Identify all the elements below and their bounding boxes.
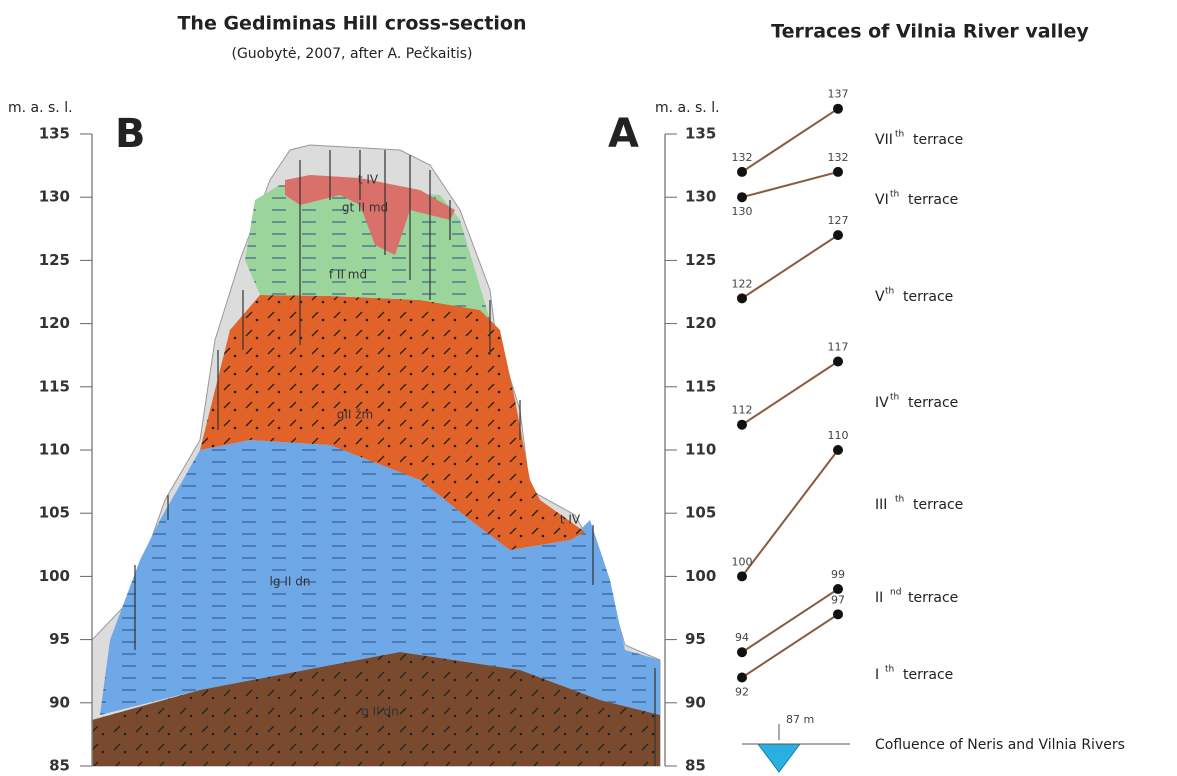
panel-letter: A xyxy=(608,111,639,157)
terrace-label: terrace xyxy=(908,590,958,606)
value-label: 132 xyxy=(828,151,849,164)
river-channel xyxy=(758,744,800,772)
layer-label: lg II dn xyxy=(270,575,311,589)
y-tick-label: 95 xyxy=(685,630,706,648)
terrace-label: terrace xyxy=(903,289,953,305)
terrace-numeral: II xyxy=(875,590,883,606)
layer-label: g II dn xyxy=(361,705,399,719)
figure: The Gediminas Hill cross-section (Guobyt… xyxy=(0,0,1177,776)
terrace-numeral: VI xyxy=(875,192,889,208)
terrace-suffix: th xyxy=(890,190,899,200)
terrace-numeral: V xyxy=(875,289,885,305)
terrace-end xyxy=(833,357,843,367)
layer-label: t IV xyxy=(358,173,379,187)
value-label: 117 xyxy=(828,341,849,354)
terrace-line xyxy=(742,362,838,425)
value-label: 110 xyxy=(828,429,849,442)
terrace-end xyxy=(833,445,843,455)
terrace-end xyxy=(833,609,843,619)
terrace-numeral: IV xyxy=(875,395,889,411)
value-label: 94 xyxy=(735,631,749,644)
confluence-label: Cofluence of Neris and Vilnia Rivers xyxy=(875,737,1125,753)
terrace-numeral: VII xyxy=(875,132,893,148)
terrace-end xyxy=(833,167,843,177)
y-tick-label: 85 xyxy=(685,757,706,775)
axis-label: m. a. s. l. xyxy=(8,100,73,116)
value-label: 92 xyxy=(735,686,749,699)
panel-letter: B xyxy=(115,111,146,157)
terrace-end xyxy=(833,104,843,114)
y-tick-label: 115 xyxy=(39,377,70,395)
terrace-start xyxy=(737,167,747,177)
terrace-line xyxy=(742,109,838,172)
y-tick-label: 105 xyxy=(39,504,70,522)
right-title: Terraces of Vilnia River valley xyxy=(771,21,1089,43)
terrace-label: terrace xyxy=(913,132,963,148)
terrace-start xyxy=(737,673,747,683)
y-tick-label: 100 xyxy=(685,567,716,585)
value-label: 127 xyxy=(828,214,849,227)
terrace-end xyxy=(833,230,843,240)
left-title: The Gediminas Hill cross-section xyxy=(177,13,526,35)
layer-label: t IV xyxy=(560,513,581,527)
y-tick-label: 110 xyxy=(685,441,716,459)
terrace-start xyxy=(737,420,747,430)
value-label: 122 xyxy=(732,277,753,290)
left-subtitle: (Guobytė, 2007, after A. Pečkaitis) xyxy=(232,46,473,62)
terrace-start xyxy=(737,293,747,303)
terrace-start xyxy=(737,192,747,202)
terrace-suffix: nd xyxy=(890,588,901,598)
y-tick-label: 95 xyxy=(49,630,70,648)
terrace-line xyxy=(742,172,838,197)
terrace-suffix: th xyxy=(885,665,894,675)
y-tick-label: 125 xyxy=(685,251,716,269)
y-tick-label: 85 xyxy=(49,757,70,775)
terrace-line xyxy=(742,614,838,677)
y-tick-label: 110 xyxy=(39,441,70,459)
y-tick-label: 130 xyxy=(39,188,70,206)
value-label: 132 xyxy=(732,151,753,164)
value-label: 97 xyxy=(831,593,845,606)
terrace-line xyxy=(742,589,838,652)
y-tick-label: 120 xyxy=(685,314,716,332)
y-tick-label: 135 xyxy=(39,125,70,143)
y-tick-label: 100 xyxy=(39,567,70,585)
layer-label: gII žm xyxy=(337,408,374,422)
layer-label: f II md xyxy=(329,268,367,282)
terrace-suffix: th xyxy=(885,287,894,297)
y-tick-label: 120 xyxy=(39,314,70,332)
terrace-label: terrace xyxy=(913,497,963,513)
terrace-start xyxy=(737,647,747,657)
y-tick-label: 135 xyxy=(685,125,716,143)
value-label: 130 xyxy=(732,205,753,218)
value-label: 137 xyxy=(828,88,849,101)
terrace-suffix: th xyxy=(895,495,904,505)
y-tick-label: 105 xyxy=(685,504,716,522)
terrace-line xyxy=(742,235,838,298)
terrace-label: terrace xyxy=(908,192,958,208)
y-tick-label: 130 xyxy=(685,188,716,206)
value-label: 99 xyxy=(831,568,845,581)
terrace-label: terrace xyxy=(903,667,953,683)
terrace-numeral: I xyxy=(875,667,879,683)
value-label: 112 xyxy=(732,404,753,417)
terrace-suffix: th xyxy=(890,393,899,403)
terrace-line xyxy=(742,450,838,576)
y-tick-label: 90 xyxy=(685,693,706,711)
y-tick-label: 90 xyxy=(49,693,70,711)
width-label: 87 m xyxy=(786,713,814,726)
value-label: 100 xyxy=(732,555,753,568)
terrace-start xyxy=(737,571,747,581)
terrace-numeral: III xyxy=(875,497,887,513)
layer-label: gt II md xyxy=(342,201,388,215)
axis-label: m. a. s. l. xyxy=(655,100,720,116)
y-tick-label: 125 xyxy=(39,251,70,269)
y-tick-label: 115 xyxy=(685,377,716,395)
terrace-label: terrace xyxy=(908,395,958,411)
cross-section xyxy=(92,134,665,766)
terrace-suffix: th xyxy=(895,130,904,140)
